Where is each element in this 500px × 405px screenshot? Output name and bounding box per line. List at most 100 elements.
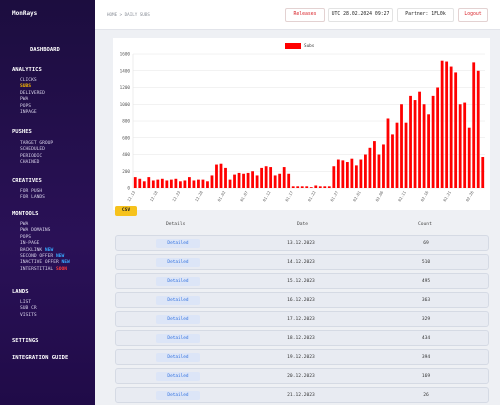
col-count-header: Count: [418, 222, 432, 227]
nav-pwa-tool[interactable]: PWA: [20, 222, 29, 227]
section-creatives[interactable]: CREATIVES: [12, 178, 42, 184]
nav-inactive-offer[interactable]: INACTIVE OFFER NEW: [20, 260, 70, 266]
nav-second-offer-label: SECOND OFFER: [20, 253, 54, 259]
section-pushes[interactable]: PUSHES: [12, 129, 32, 135]
nav-sub-cr[interactable]: SUB CR: [20, 306, 37, 312]
bar: [273, 175, 277, 188]
nav-clicks[interactable]: CLICKS: [20, 78, 37, 83]
bar: [197, 179, 200, 188]
bar: [445, 61, 449, 188]
nav-in-page[interactable]: IN-PAGE: [20, 241, 40, 247]
subs-bar-chart: 0 200 400 600 800 1000 1200 1400 1600 12.13 12.18 1…: [120, 52, 485, 202]
table-row: Detailed 18.12.2023 434: [115, 330, 489, 346]
bar: [178, 181, 182, 188]
detailed-button[interactable]: Detailed: [156, 391, 200, 400]
x-tick-label: 02.21: [442, 189, 452, 202]
nav-inpage[interactable]: INPAGE: [20, 109, 37, 115]
breadcrumb: HOME > DAILY SUBS: [107, 12, 150, 17]
nav-target-group[interactable]: TARGET GROUP: [20, 141, 54, 146]
bar: [228, 179, 232, 188]
x-tick-label: 01.07: [239, 190, 249, 202]
nav-pwa[interactable]: PWA: [20, 97, 29, 103]
x-tick-label: 01.17: [284, 190, 294, 202]
nav-inactive-offer-label: INACTIVE OFFER: [20, 260, 59, 266]
section-lands[interactable]: LANDS: [12, 289, 29, 295]
bar: [323, 186, 327, 188]
bar: [413, 100, 417, 188]
detailed-button[interactable]: Detailed: [156, 315, 200, 324]
y-tick-label: 400: [122, 152, 130, 158]
nav-visits[interactable]: VISITS: [20, 312, 37, 318]
nav-subs[interactable]: SUBS: [20, 84, 32, 90]
y-tick-label: 600: [122, 135, 130, 141]
nav-second-offer[interactable]: SECOND OFFER NEW: [20, 254, 70, 260]
detailed-button[interactable]: Detailed: [156, 258, 200, 267]
nav-settings[interactable]: SETTINGS: [12, 338, 39, 344]
releases-button[interactable]: Releases: [285, 8, 325, 22]
top-header: HOME > DAILY SUBS Releases UTC 28.02.202…: [95, 0, 500, 30]
row-count: 169: [421, 374, 431, 379]
row-count: 26: [423, 393, 429, 398]
montools-list: PWA PWA DOMAINS POPS IN-PAGE BACKLINK NE…: [20, 222, 70, 273]
logout-button[interactable]: Logout: [458, 8, 488, 22]
bar: [264, 166, 268, 188]
nav-pops[interactable]: POPS: [20, 103, 32, 109]
nav-interstitial[interactable]: INTERSTITIAL SOON: [20, 267, 70, 273]
chart-legend[interactable]: Subs: [285, 43, 314, 49]
y-tick-label: 1600: [120, 52, 131, 58]
bar: [300, 186, 304, 188]
nav-list[interactable]: LIST: [20, 300, 32, 305]
x-tick-label: 12.23: [171, 190, 181, 202]
bar: [454, 72, 458, 188]
detailed-button[interactable]: Detailed: [156, 372, 200, 381]
section-montools[interactable]: MONTOOLS: [12, 211, 39, 217]
bar: [183, 180, 187, 188]
row-count: 434: [421, 336, 431, 341]
nav-pwa-domains[interactable]: PWA DOMAINS: [20, 228, 51, 234]
new-badge: NEW: [55, 253, 65, 259]
bar: [395, 122, 399, 188]
nav-for-push[interactable]: FOR PUSH: [20, 189, 43, 194]
sidebar: MonRays DASHBOARD ANALYTICS CLICKS SUBS …: [0, 0, 95, 405]
legend-swatch: [285, 43, 301, 49]
nav-chained[interactable]: CHAINED: [20, 160, 40, 166]
nav-integration-guide[interactable]: INTEGRATION GUIDE: [12, 355, 69, 361]
bar: [332, 166, 336, 188]
brand-logo[interactable]: MonRays: [12, 10, 38, 17]
bar: [210, 175, 214, 188]
detailed-button[interactable]: Detailed: [156, 353, 200, 362]
detailed-button[interactable]: Detailed: [156, 239, 200, 248]
nav-for-lands[interactable]: FOR LANDS: [20, 195, 45, 201]
analytics-list: CLICKS SUBS DELIVERED PWA POPS INPAGE: [20, 78, 45, 116]
bar: [341, 160, 345, 188]
nav-backlink[interactable]: BACKLINK NEW: [20, 248, 70, 254]
nav-delivered[interactable]: DELIVERED: [20, 90, 45, 96]
detailed-button[interactable]: Detailed: [156, 277, 200, 286]
section-analytics[interactable]: ANALYTICS: [12, 67, 42, 73]
nav-pops-tool[interactable]: POPS: [20, 234, 32, 240]
row-date: 21.12.2023: [287, 393, 315, 398]
col-date-header: Date: [297, 222, 309, 227]
bar: [282, 167, 286, 188]
row-date: 18.12.2023: [287, 336, 315, 341]
bar: [174, 178, 178, 188]
bar: [422, 104, 426, 188]
nav-dashboard[interactable]: DASHBOARD: [30, 47, 60, 53]
bar: [481, 157, 485, 188]
csv-button[interactable]: CSV: [115, 206, 137, 216]
bar: [476, 70, 480, 188]
nav-periodic[interactable]: PERIODIC: [20, 153, 43, 159]
legend-label: Subs: [304, 43, 315, 49]
x-tick-label: 02.26: [465, 189, 475, 202]
y-tick-label: 1400: [120, 68, 131, 74]
detailed-button[interactable]: Detailed: [156, 296, 200, 305]
x-tick-label: 01.12: [261, 190, 271, 202]
nav-scheduled[interactable]: SCHEDULED: [20, 147, 45, 153]
x-tick-label: 12.28: [194, 189, 204, 202]
bar: [404, 122, 408, 188]
bar: [472, 62, 476, 188]
detailed-button[interactable]: Detailed: [156, 334, 200, 343]
table-row: Detailed 13.12.2023 69: [115, 235, 489, 251]
pushes-list: TARGET GROUP SCHEDULED PERIODIC CHAINED: [20, 141, 53, 167]
bar: [309, 187, 313, 188]
